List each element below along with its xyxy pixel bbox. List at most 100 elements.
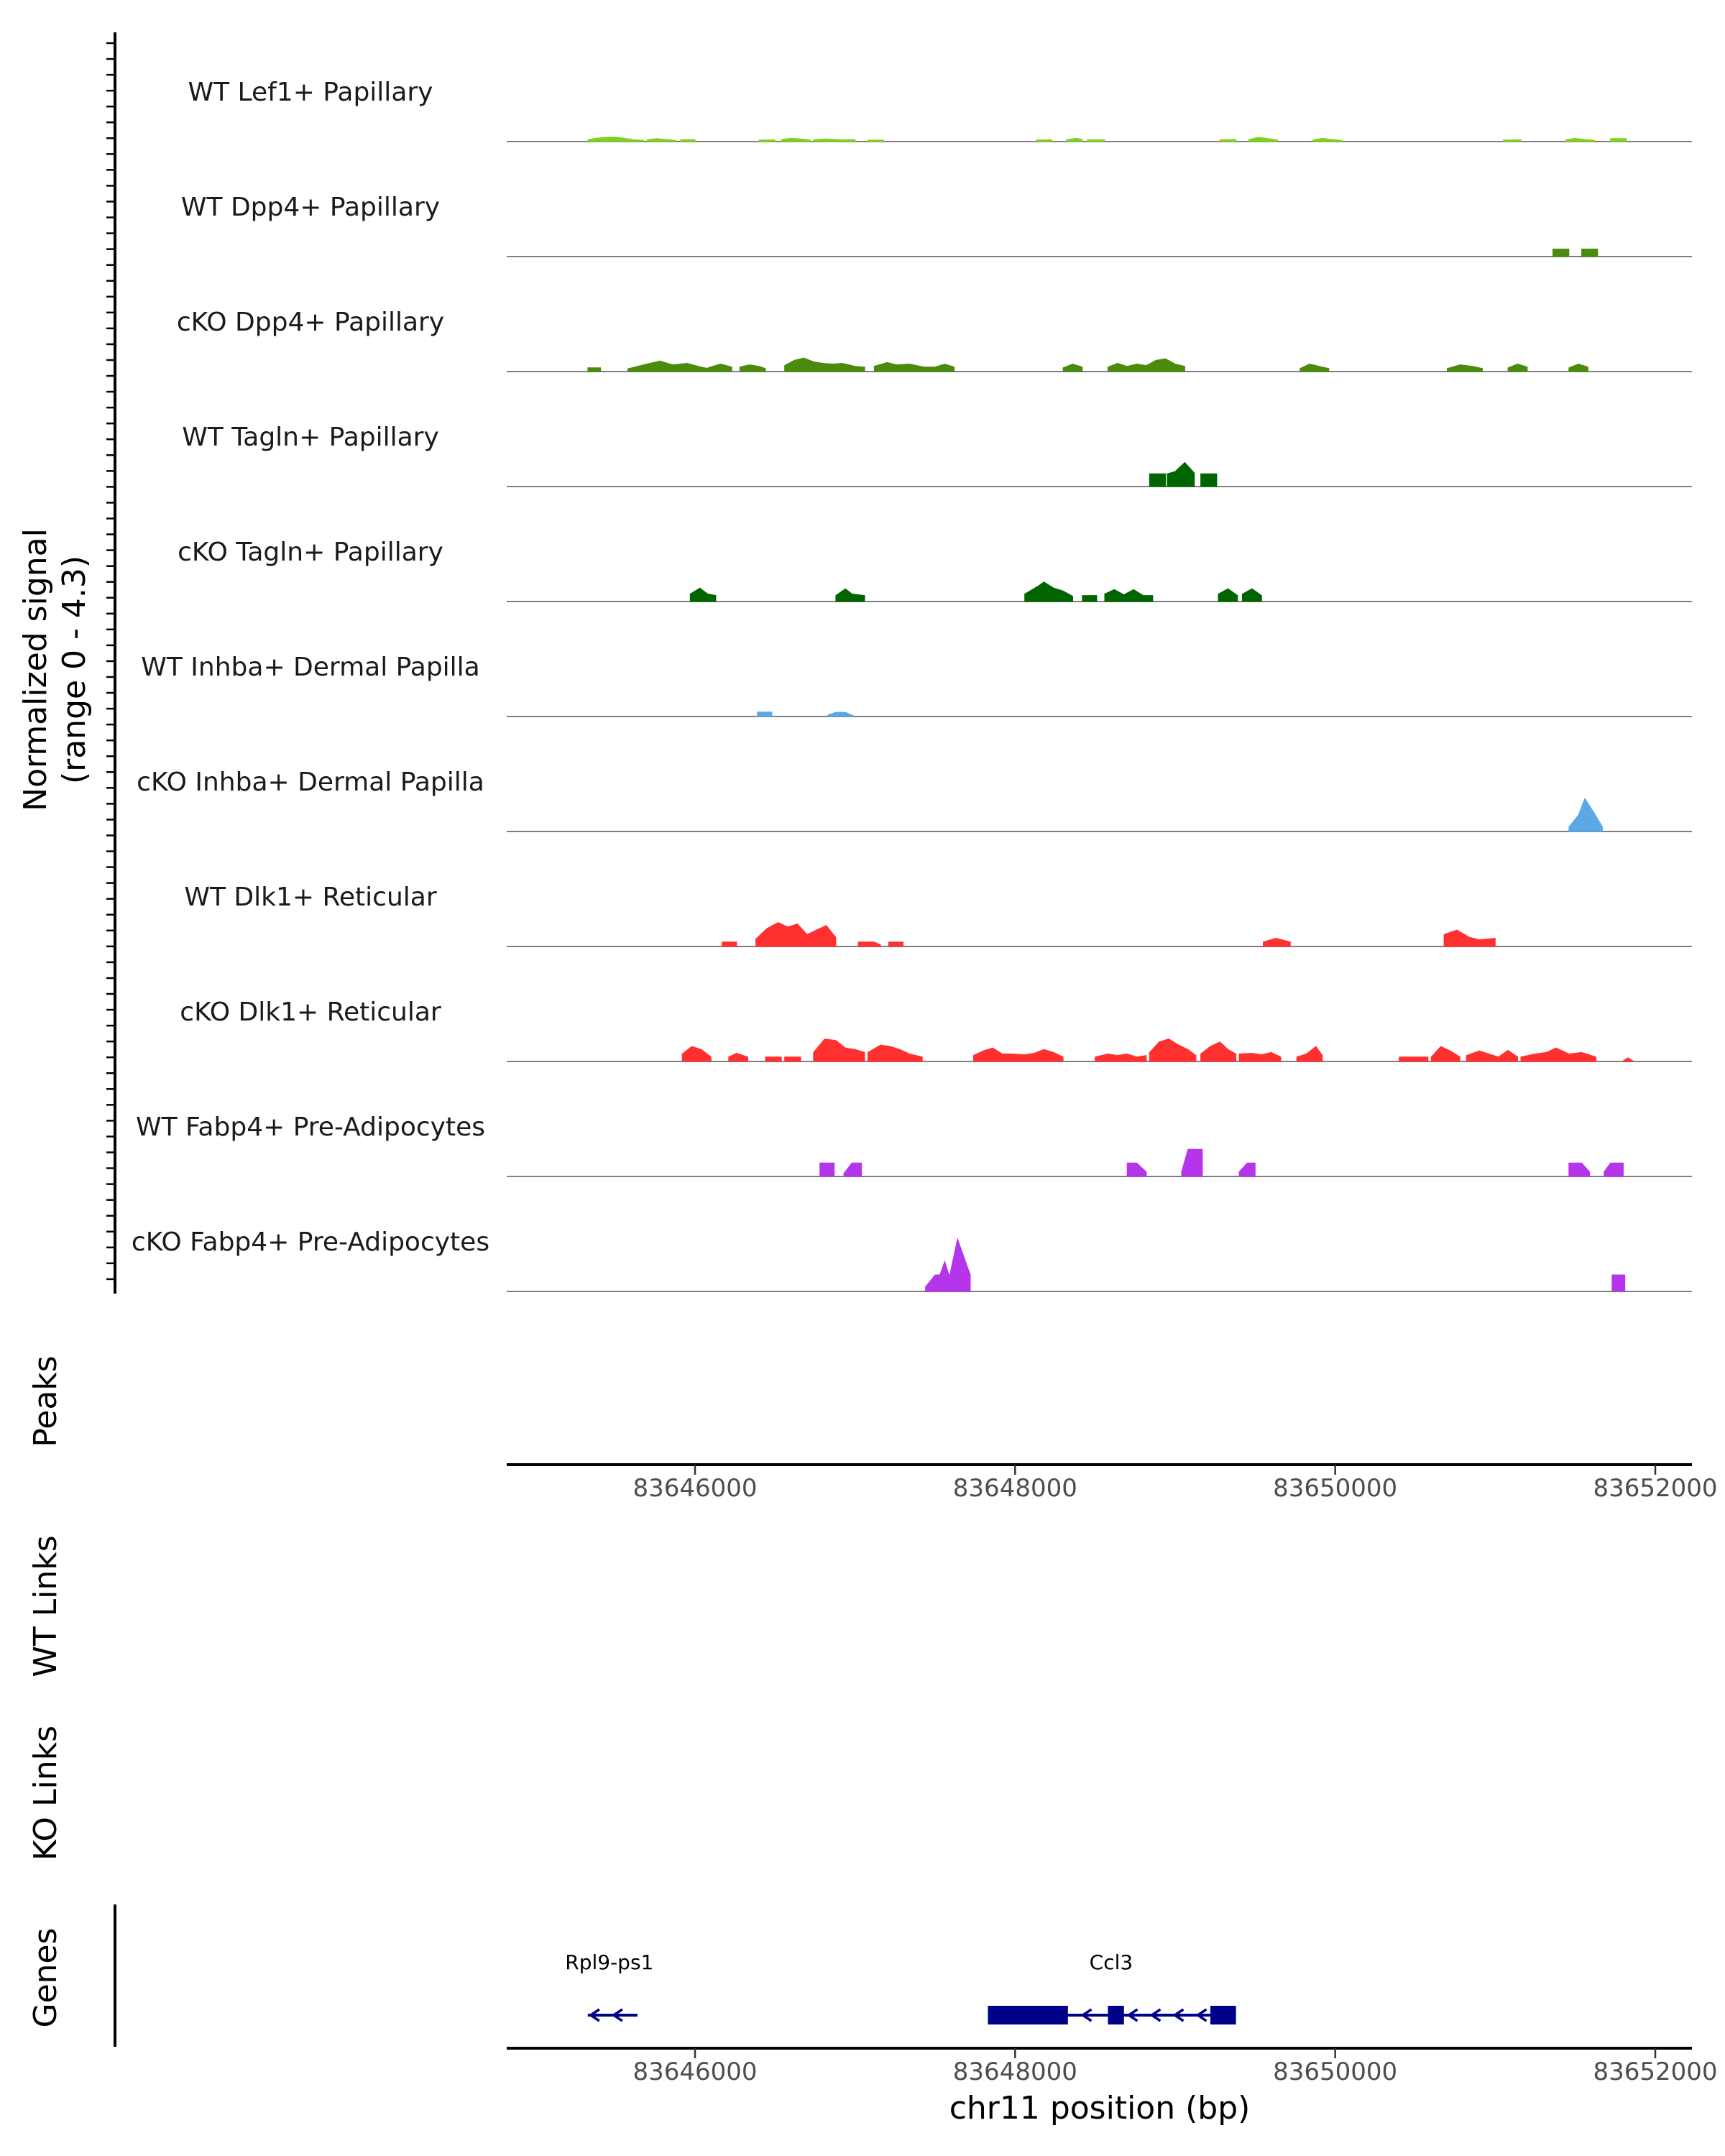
strand-arrow [1195, 2008, 1208, 2022]
signal-peak [1507, 363, 1528, 372]
signal-peak [1087, 139, 1105, 142]
bottom-x-axis: 83646000 83648000 83650000 83652000 [507, 2047, 1718, 2086]
signal-peak [1200, 473, 1218, 487]
signal-peak [1399, 1056, 1429, 1062]
strand-arrow [588, 2008, 600, 2022]
signal-peak [1263, 937, 1291, 947]
signal-peak [1610, 138, 1627, 142]
track-label: WT Tagln+ Papillary [182, 423, 439, 452]
x-tick-label: 83652000 [1593, 2058, 1717, 2086]
signal-peak [1520, 1047, 1597, 1062]
x-axis-title: chr11 position (bp) [949, 2090, 1251, 2127]
signal-peak [1568, 1162, 1591, 1177]
ko-links-panel-label: KO Links [27, 1726, 64, 1861]
signal-peak [1181, 1148, 1203, 1177]
track-11: cKO Fabp4+ Pre-Adipocytes [132, 1227, 1692, 1292]
signal-peak [1149, 1038, 1197, 1062]
gene-label: Rpl9-ps1 [565, 1950, 653, 1974]
signal-peak [1219, 139, 1237, 142]
genes-panel-label: Genes [27, 1927, 64, 2027]
x-tick-label: 83648000 [953, 2058, 1077, 2086]
gene-rpl9-ps1: Rpl9-ps1 [565, 1950, 653, 2022]
coverage-tracks: WT Lef1+ Papillary WT Dpp4+ Papillary cKO … [132, 78, 1692, 1292]
strand-arrow [1080, 2008, 1092, 2022]
signal-peak [1095, 1053, 1147, 1062]
signal-peak [1082, 595, 1098, 602]
x-tick-label: 83652000 [1593, 1474, 1717, 1503]
track-5: cKO Tagln+ Papillary [178, 538, 1692, 602]
signal-peak [819, 1162, 835, 1177]
track-label: WT Inhba+ Dermal Papilla [141, 653, 479, 682]
signal-peak [587, 367, 602, 372]
gene-exon [1210, 2006, 1236, 2024]
track-label: cKO Dlk1+ Reticular [180, 998, 441, 1027]
peaks-panel-label: Peaks [27, 1355, 64, 1447]
signal-peak [1604, 1162, 1624, 1177]
track-label: cKO Tagln+ Papillary [178, 538, 443, 567]
strand-arrow [1126, 2008, 1138, 2022]
signal-peak [1581, 249, 1598, 257]
signal-peak [1565, 137, 1595, 142]
signal-peak [868, 1044, 923, 1062]
track-6: WT Inhba+ Dermal Papilla [141, 653, 1692, 717]
track-3: cKO Dpp4+ Papillary [177, 308, 1692, 372]
signal-peak [1066, 137, 1083, 142]
signal-peak [1035, 139, 1052, 142]
track-2: WT Dpp4+ Papillary [181, 193, 1692, 257]
signal-peak [972, 1047, 1064, 1062]
gene-exon [988, 2006, 1068, 2024]
signal-peak [1296, 1046, 1323, 1062]
signal-peak [765, 1056, 782, 1062]
signal-peak [1568, 797, 1603, 832]
signal-peak [757, 711, 773, 717]
track-4: WT Tagln+ Papillary [182, 423, 1692, 487]
track-label: WT Fabp4+ Pre-Adipocytes [136, 1112, 485, 1142]
signal-peak [813, 1038, 865, 1062]
signal-peak [722, 941, 737, 947]
track-label: cKO Inhba+ Dermal Papilla [137, 768, 484, 797]
signal-peak [739, 364, 766, 372]
signal-peak [1443, 929, 1496, 947]
signal-peak [1568, 363, 1588, 372]
signal-peak [587, 137, 645, 142]
signal-peak [1611, 1274, 1626, 1292]
signal-peak [784, 1056, 801, 1062]
signal-peak [1238, 1051, 1282, 1062]
signal-peak [827, 711, 854, 717]
track-label: WT Lef1+ Papillary [188, 78, 433, 107]
track-label: cKO Fabp4+ Pre-Adipocytes [132, 1227, 489, 1257]
signal-peak [813, 138, 856, 142]
signal-peak [781, 137, 811, 142]
signal-peak [1552, 249, 1570, 257]
signal-peak [1623, 1057, 1634, 1062]
track-9: cKO Dlk1+ Reticular [180, 998, 1692, 1062]
signal-peak [646, 138, 676, 142]
signal-peak [707, 363, 732, 372]
signal-peak [1430, 1046, 1460, 1062]
y-axis-title-line2: (range 0 - 4.3) [56, 556, 93, 784]
signal-peak [868, 139, 885, 142]
signal-peak [681, 1046, 712, 1062]
signal-peak [1104, 589, 1154, 602]
signal-peak [1248, 137, 1278, 142]
signal-peak [857, 941, 881, 947]
x-tick-label: 83648000 [953, 1474, 1077, 1503]
signal-peak [1167, 461, 1195, 487]
signal-peak [1062, 363, 1083, 372]
y-axis-title-line1: Normalized signal [17, 528, 54, 811]
x-tick-label: 83650000 [1273, 1474, 1397, 1503]
signal-peak [923, 363, 955, 372]
signal-peak [843, 1162, 862, 1177]
x-tick-label: 83650000 [1273, 2058, 1397, 2086]
x-tick-label: 83646000 [632, 2058, 757, 2086]
gene-label: Ccl3 [1090, 1950, 1133, 1974]
gene-annotation-track: Rpl9-ps1 Ccl3 [565, 1950, 1236, 2024]
strand-arrow [611, 2008, 623, 2022]
track-10: WT Fabp4+ Pre-Adipocytes [136, 1112, 1692, 1177]
track-label: WT Dlk1+ Reticular [184, 883, 436, 912]
signal-peak [1300, 363, 1330, 372]
signal-peak [1024, 581, 1073, 602]
signal-peak [1242, 588, 1262, 602]
